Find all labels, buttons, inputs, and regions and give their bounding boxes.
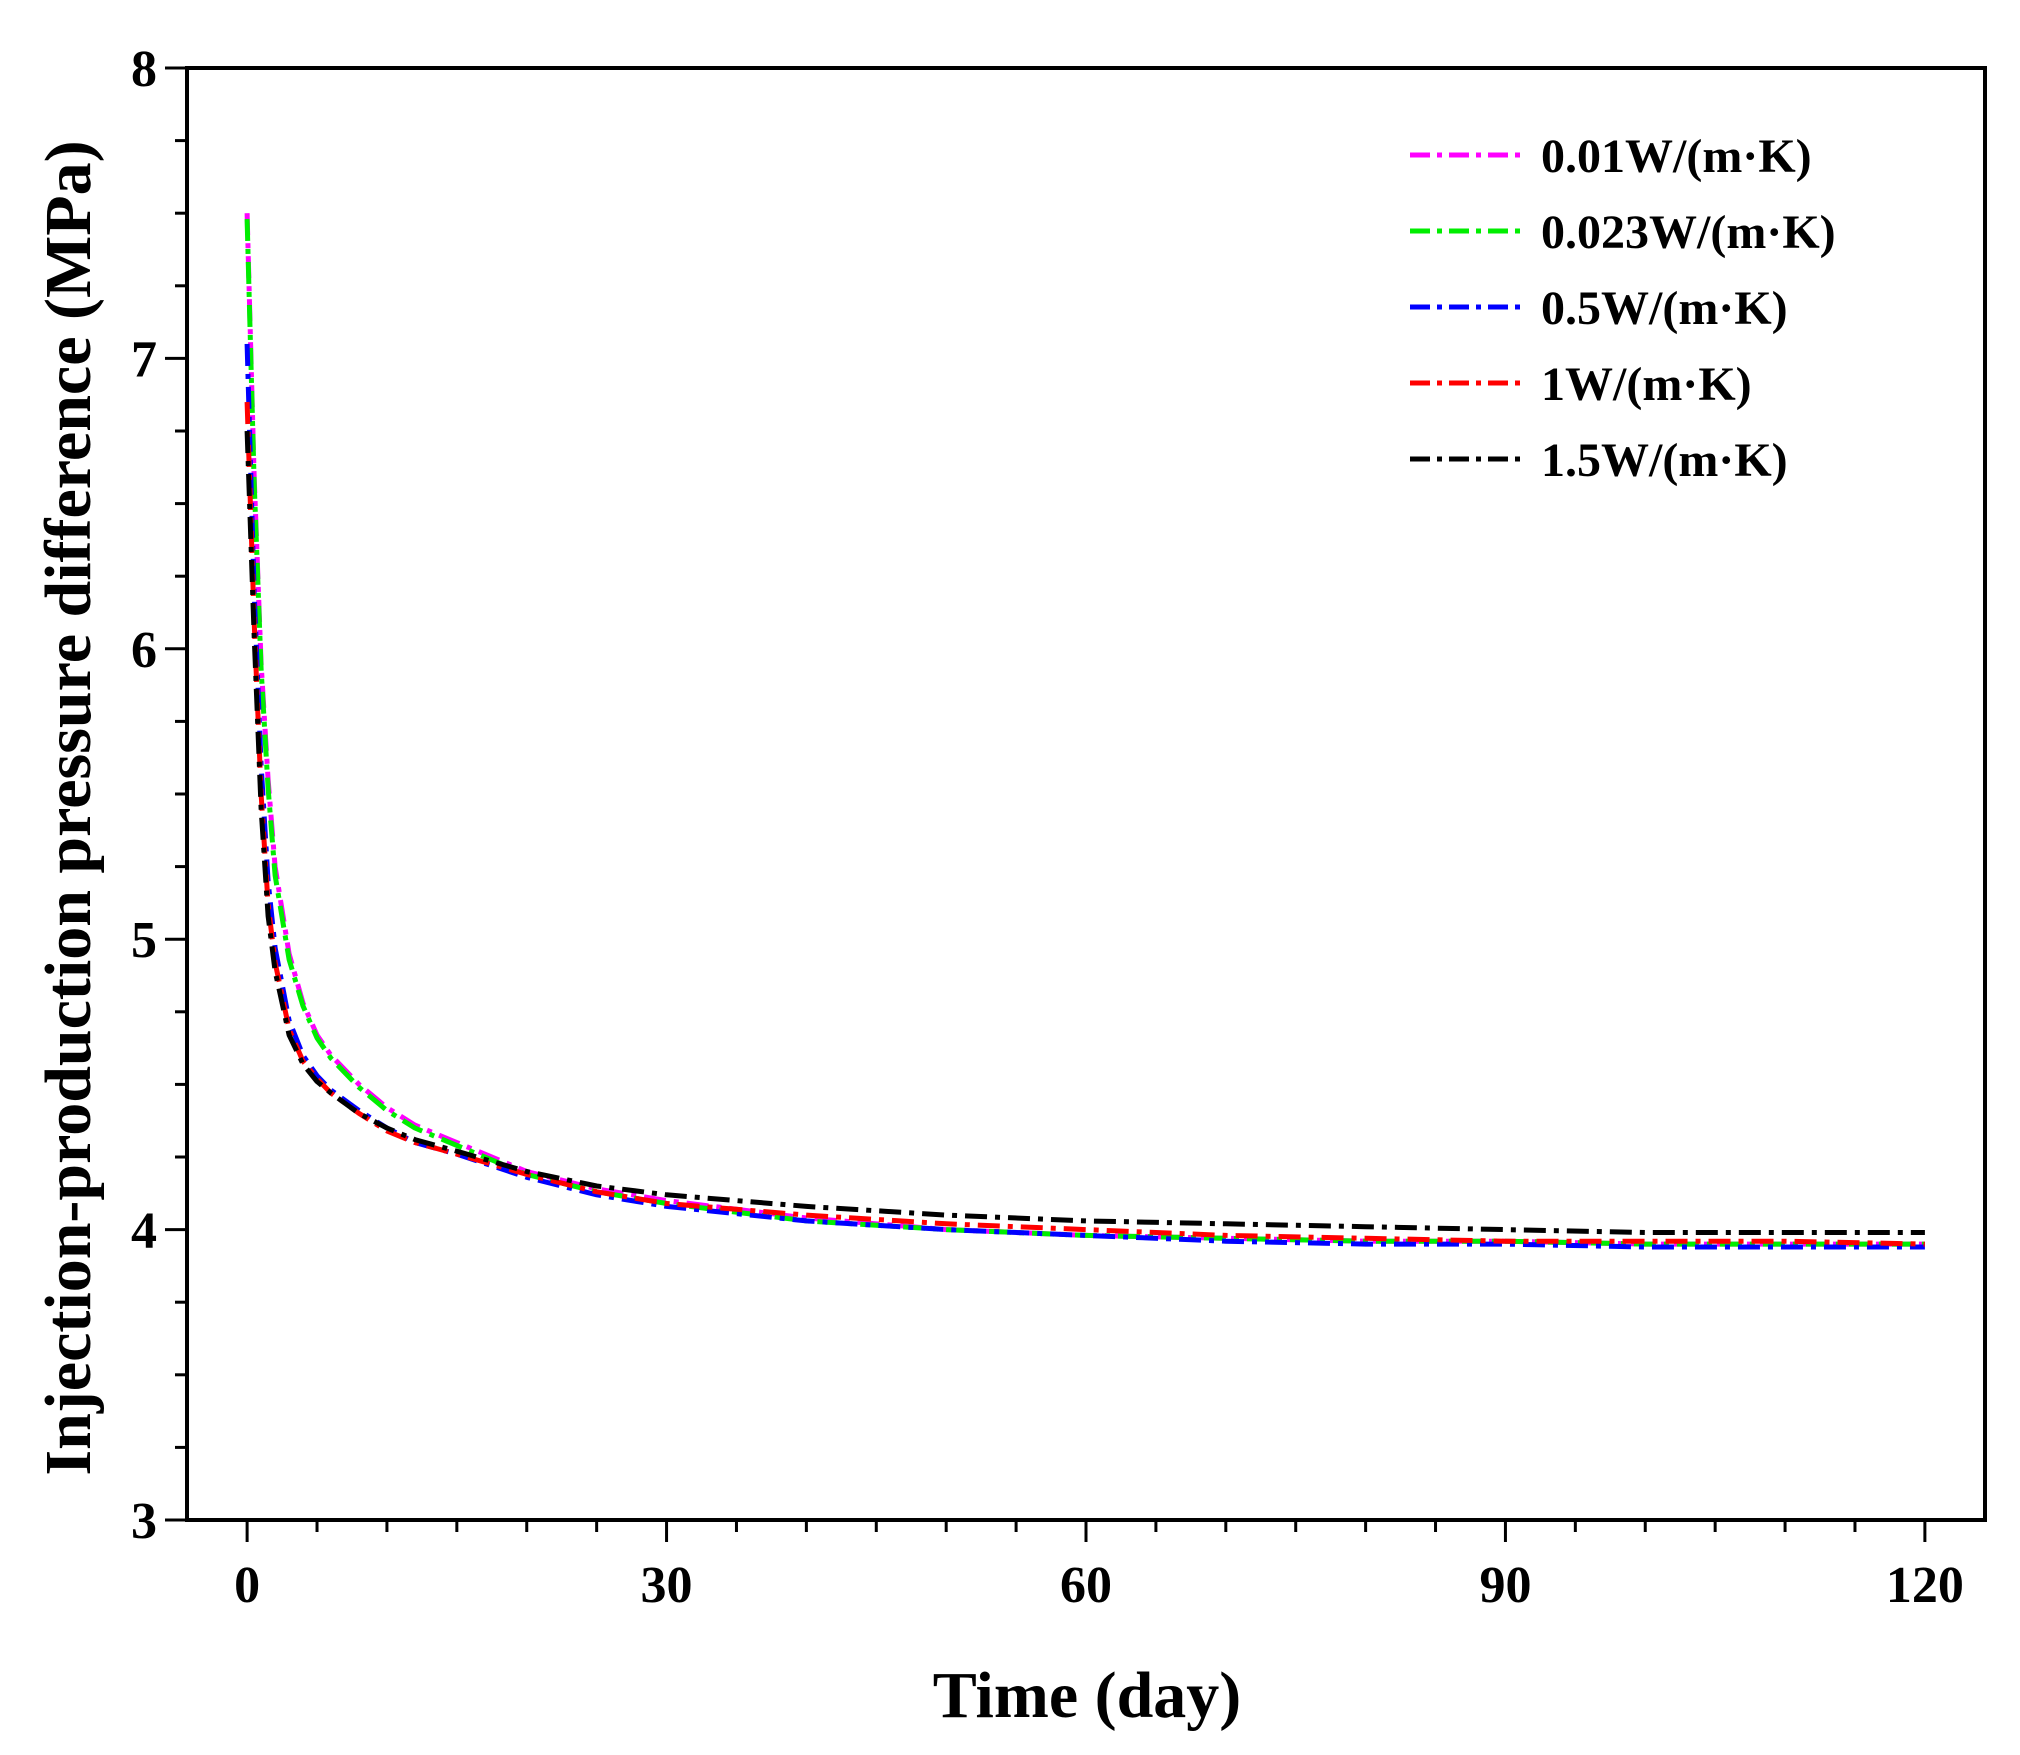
legend-label: 0.5W/(m·K) <box>1541 282 1788 335</box>
x-tick-label: 0 <box>234 1557 260 1614</box>
legend-label: 0.023W/(m·K) <box>1541 206 1836 259</box>
y-tick-label: 4 <box>131 1203 157 1260</box>
y-tick-label: 5 <box>131 912 157 969</box>
x-tick-label: 90 <box>1479 1557 1531 1614</box>
x-tick-label: 120 <box>1886 1557 1964 1614</box>
y-tick-label: 3 <box>131 1493 157 1550</box>
legend-label: 0.01W/(m·K) <box>1541 130 1812 183</box>
series-line-4 <box>244 401 1925 1247</box>
y-tick-label: 8 <box>131 41 157 98</box>
legend-label: 1W/(m·K) <box>1541 358 1752 411</box>
x-tick-label: 30 <box>641 1557 693 1614</box>
series-line-2 <box>244 218 1925 1247</box>
y-tick-label: 7 <box>131 331 157 388</box>
y-axis-title: Injection-production pressure difference… <box>32 140 105 1475</box>
x-axis-title: Time (day) <box>933 1659 1242 1732</box>
legend-label: 1.5W/(m·K) <box>1541 434 1788 487</box>
series-line-5 <box>244 430 1925 1235</box>
y-tick-label: 6 <box>131 622 157 679</box>
x-tick-label: 60 <box>1060 1557 1112 1614</box>
legend: 0.01W/(m·K) 0.023W/(m·K) 0.5W/(m·K) 1W/(m·K… <box>1410 130 1836 487</box>
